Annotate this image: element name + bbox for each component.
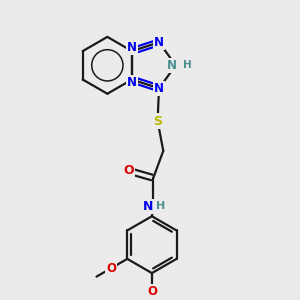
Text: N: N: [127, 76, 137, 89]
Text: N: N: [154, 36, 164, 49]
Text: O: O: [123, 164, 134, 177]
Text: N: N: [167, 59, 176, 72]
Text: N: N: [143, 200, 153, 213]
Text: H: H: [183, 60, 192, 70]
Text: H: H: [156, 201, 165, 211]
Text: S: S: [153, 115, 162, 128]
Text: N: N: [127, 41, 137, 54]
Text: O: O: [106, 262, 116, 275]
Text: N: N: [154, 82, 164, 95]
Text: O: O: [147, 285, 157, 298]
